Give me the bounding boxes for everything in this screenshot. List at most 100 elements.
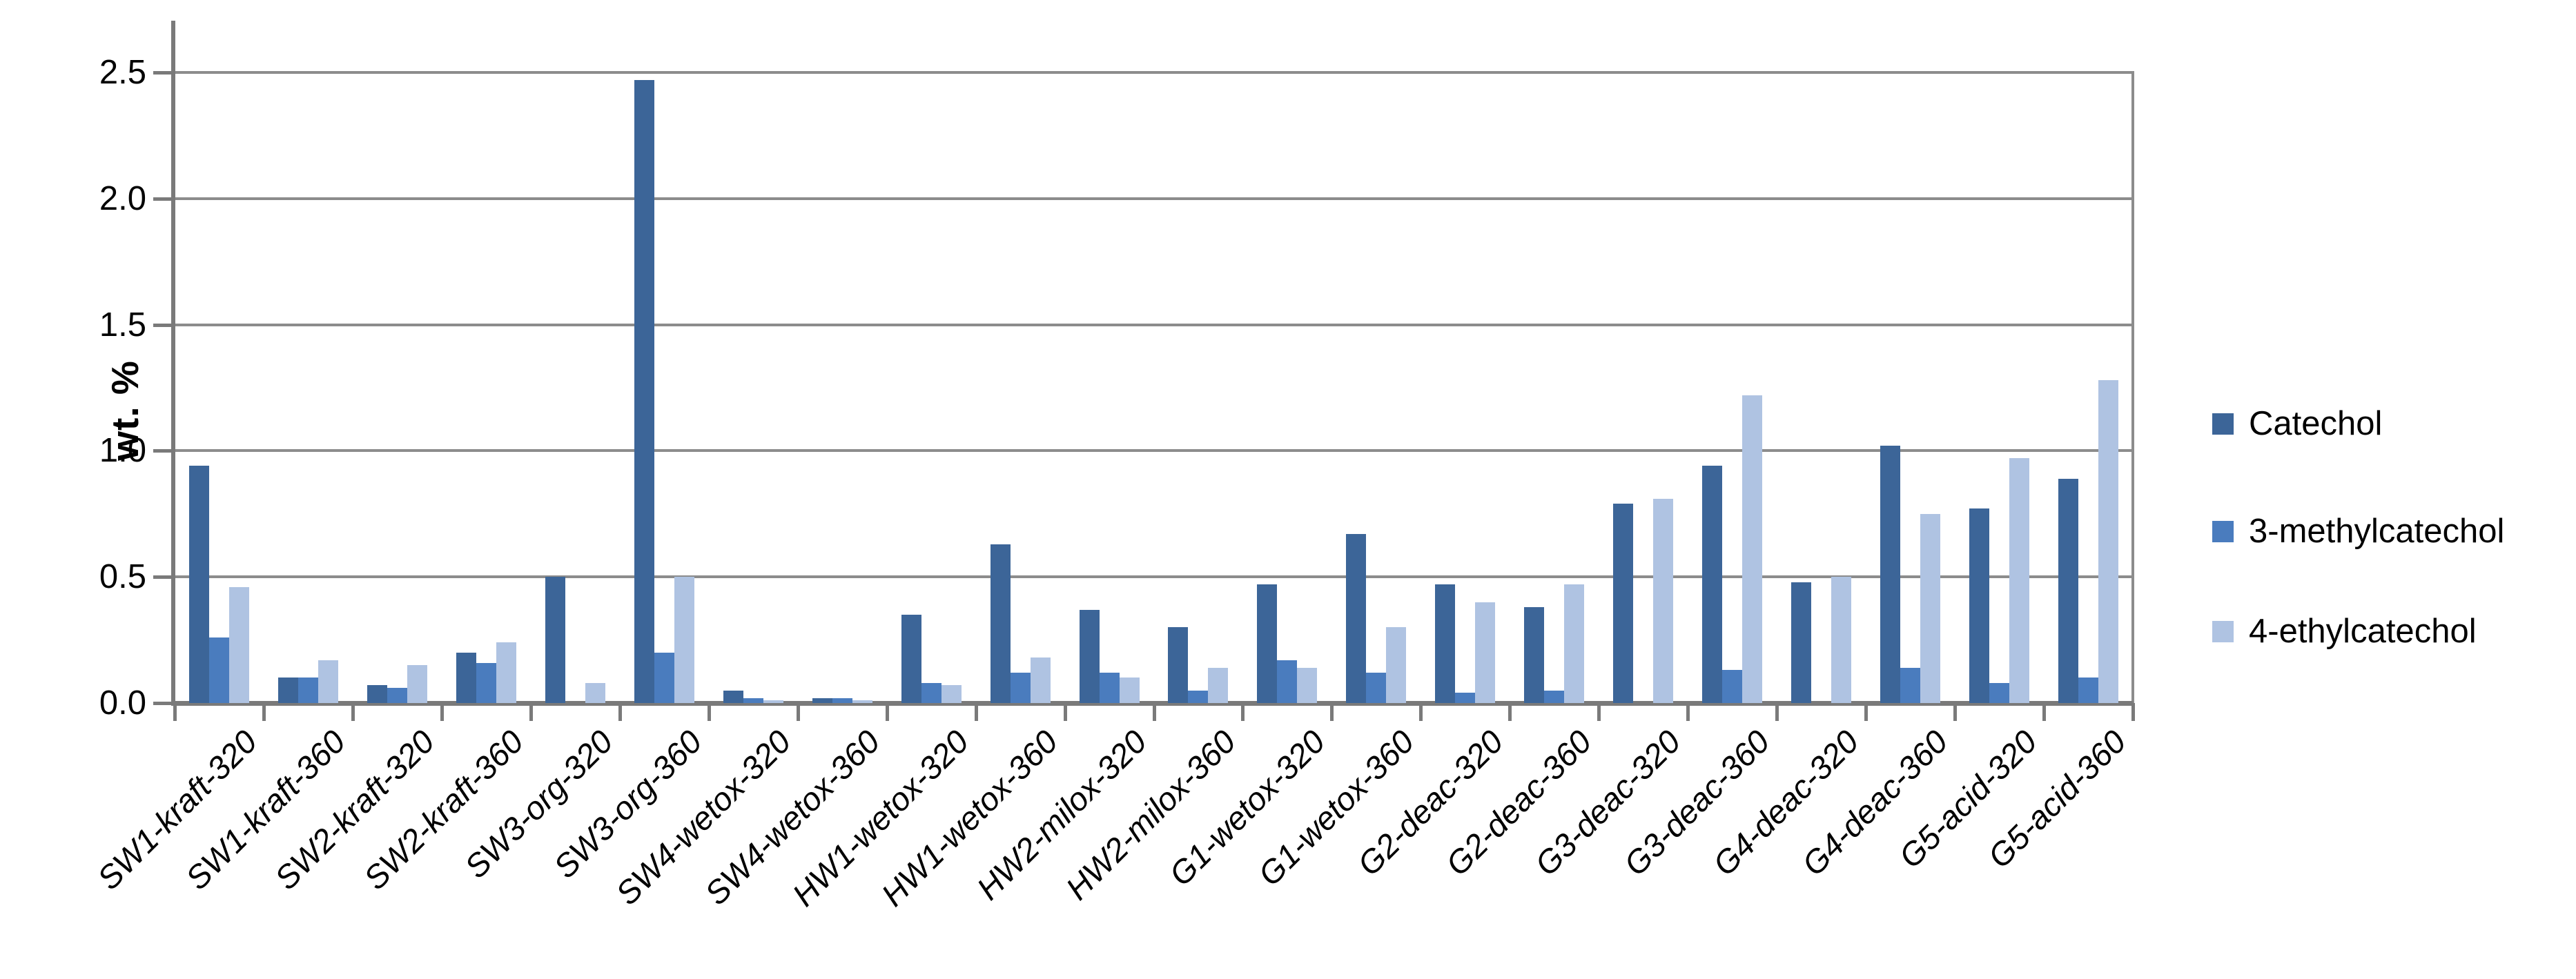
bar-3-methylcatechol-sw2-kraft-360 — [476, 663, 496, 703]
y-axis-tick — [153, 575, 171, 580]
x-axis-tick — [1864, 703, 1868, 721]
bar-catechol-hw2-milox-320 — [1079, 610, 1100, 703]
gridline — [175, 575, 2133, 579]
x-axis-tick — [885, 703, 889, 721]
x-axis-tick — [618, 703, 622, 721]
bar-3-methylcatechol-sw1-kraft-320 — [208, 637, 229, 703]
bar-3-methylcatechol-hw1-wetox-360 — [1010, 673, 1031, 703]
y-tick-label: 0.0 — [99, 684, 146, 722]
gridline — [175, 71, 2133, 74]
bar-3-methylcatechol-g1-wetox-360 — [1366, 673, 1387, 703]
y-axis-tick — [153, 323, 171, 327]
y-axis-title: wt. % — [104, 360, 146, 461]
x-axis-tick — [1686, 703, 1690, 721]
x-category-label: G1-wetox-360 — [1250, 722, 1421, 893]
bar-catechol-sw1-kraft-320 — [188, 466, 209, 703]
bar-3-methylcatechol-sw1-kraft-360 — [297, 678, 318, 703]
bar-3-methylcatechol-hw1-wetox-320 — [921, 683, 941, 703]
x-axis-tick — [262, 703, 266, 721]
bar-catechol-sw3-org-320 — [545, 577, 565, 703]
bar-catechol-g5-acid-360 — [2058, 479, 2079, 703]
x-axis-tick — [529, 703, 533, 721]
bar-catechol-g1-wetox-360 — [1346, 534, 1367, 703]
bar-catechol-sw3-org-360 — [634, 80, 654, 703]
bar-4-ethylcatechol-g5-acid-320 — [2009, 458, 2030, 703]
bar-catechol-sw4-wetox-320 — [723, 691, 743, 703]
y-tick-label: 1.0 — [99, 432, 146, 470]
gridline — [175, 197, 2133, 200]
plot-right-border — [2131, 71, 2134, 704]
bar-catechol-sw2-kraft-360 — [456, 653, 476, 703]
bar-3-methylcatechol-g1-wetox-320 — [1277, 660, 1298, 703]
bar-4-ethylcatechol-g3-deac-320 — [1653, 499, 1674, 703]
bar-3-methylcatechol-g5-acid-360 — [2078, 678, 2099, 703]
x-axis-line — [171, 701, 2133, 706]
bar-catechol-g3-deac-320 — [1613, 504, 1634, 703]
y-axis-tick — [153, 71, 171, 75]
bar-4-ethylcatechol-g4-deac-320 — [1831, 577, 1852, 703]
bar-3-methylcatechol-sw2-kraft-320 — [387, 688, 407, 703]
x-axis-tick — [351, 703, 355, 721]
bar-catechol-sw4-wetox-360 — [812, 698, 832, 703]
bar-4-ethylcatechol-g4-deac-360 — [1920, 514, 1941, 703]
bar-3-methylcatechol-g2-deac-320 — [1455, 693, 1476, 703]
y-axis-tick — [153, 197, 171, 201]
bar-4-ethylcatechol-sw1-kraft-360 — [318, 660, 338, 703]
y-tick-label: 1.5 — [99, 306, 146, 344]
legend-label: 3-methylcatechol — [2249, 513, 2505, 550]
bar-catechol-g2-deac-320 — [1435, 584, 1456, 703]
legend-swatch-catechol-icon — [2212, 413, 2234, 435]
bar-catechol-g1-wetox-320 — [1257, 584, 1278, 703]
bar-4-ethylcatechol-g3-deac-360 — [1742, 395, 1763, 703]
bar-3-methylcatechol-sw4-wetox-320 — [743, 698, 763, 703]
bar-4-ethylcatechol-hw1-wetox-360 — [1030, 657, 1051, 703]
x-axis-tick — [1775, 703, 1779, 721]
bar-4-ethylcatechol-hw2-milox-320 — [1119, 678, 1140, 703]
legend-item-catechol: Catechol — [2212, 402, 2382, 445]
x-axis-tick — [1063, 703, 1067, 721]
x-axis-tick — [796, 703, 800, 721]
bar-3-methylcatechol-hw2-milox-320 — [1099, 673, 1120, 703]
y-tick-label: 2.0 — [99, 179, 146, 217]
bar-4-ethylcatechol-sw1-kraft-320 — [228, 587, 249, 703]
gridline — [175, 449, 2133, 453]
x-axis-tick — [1241, 703, 1245, 721]
y-axis-line — [171, 21, 175, 706]
x-axis-tick — [707, 703, 711, 721]
bar-4-ethylcatechol-g5-acid-360 — [2098, 380, 2119, 703]
bar-3-methylcatechol-hw2-milox-360 — [1188, 691, 1209, 703]
bar-catechol-g5-acid-320 — [1969, 508, 1990, 703]
y-tick-label: 2.5 — [99, 54, 146, 91]
bar-3-methylcatechol-g4-deac-360 — [1900, 668, 1921, 703]
bar-catechol-g2-deac-360 — [1524, 607, 1545, 703]
bar-4-ethylcatechol-sw3-org-360 — [674, 577, 694, 703]
legend-label: Catechol — [2249, 405, 2383, 442]
x-axis-tick — [2042, 703, 2047, 721]
bar-4-ethylcatechol-hw1-wetox-320 — [941, 685, 962, 703]
legend-swatch-4-ethylcatechol-icon — [2212, 620, 2234, 642]
bar-catechol-sw2-kraft-320 — [367, 685, 387, 703]
bar-3-methylcatechol-sw4-wetox-360 — [832, 698, 852, 703]
bar-catechol-g4-deac-320 — [1791, 582, 1812, 703]
legend-item-3-methylcatechol: 3-methylcatechol — [2212, 510, 2504, 553]
bar-4-ethylcatechol-g2-deac-320 — [1475, 602, 1496, 703]
y-tick-label: 0.5 — [99, 558, 146, 596]
bar-3-methylcatechol-sw3-org-360 — [654, 653, 674, 703]
x-axis-tick — [1508, 703, 1512, 721]
x-axis-tick — [1152, 703, 1156, 721]
y-axis-tick — [153, 702, 171, 705]
x-axis-tick — [1597, 703, 1601, 721]
bar-3-methylcatechol-g2-deac-360 — [1544, 691, 1565, 703]
x-axis-tick — [1419, 703, 1423, 721]
bar-catechol-hw1-wetox-360 — [990, 544, 1011, 703]
bar-4-ethylcatechol-sw2-kraft-320 — [407, 665, 427, 703]
bar-catechol-sw1-kraft-360 — [277, 678, 298, 703]
x-category-label: G1-wetox-320 — [1161, 722, 1332, 893]
x-axis-tick — [440, 703, 444, 721]
gridline — [175, 323, 2133, 326]
x-axis-tick — [1953, 703, 1958, 721]
x-axis-tick — [1330, 703, 1334, 721]
x-axis-tick — [2131, 703, 2135, 721]
bar-4-ethylcatechol-g1-wetox-360 — [1386, 627, 1407, 703]
